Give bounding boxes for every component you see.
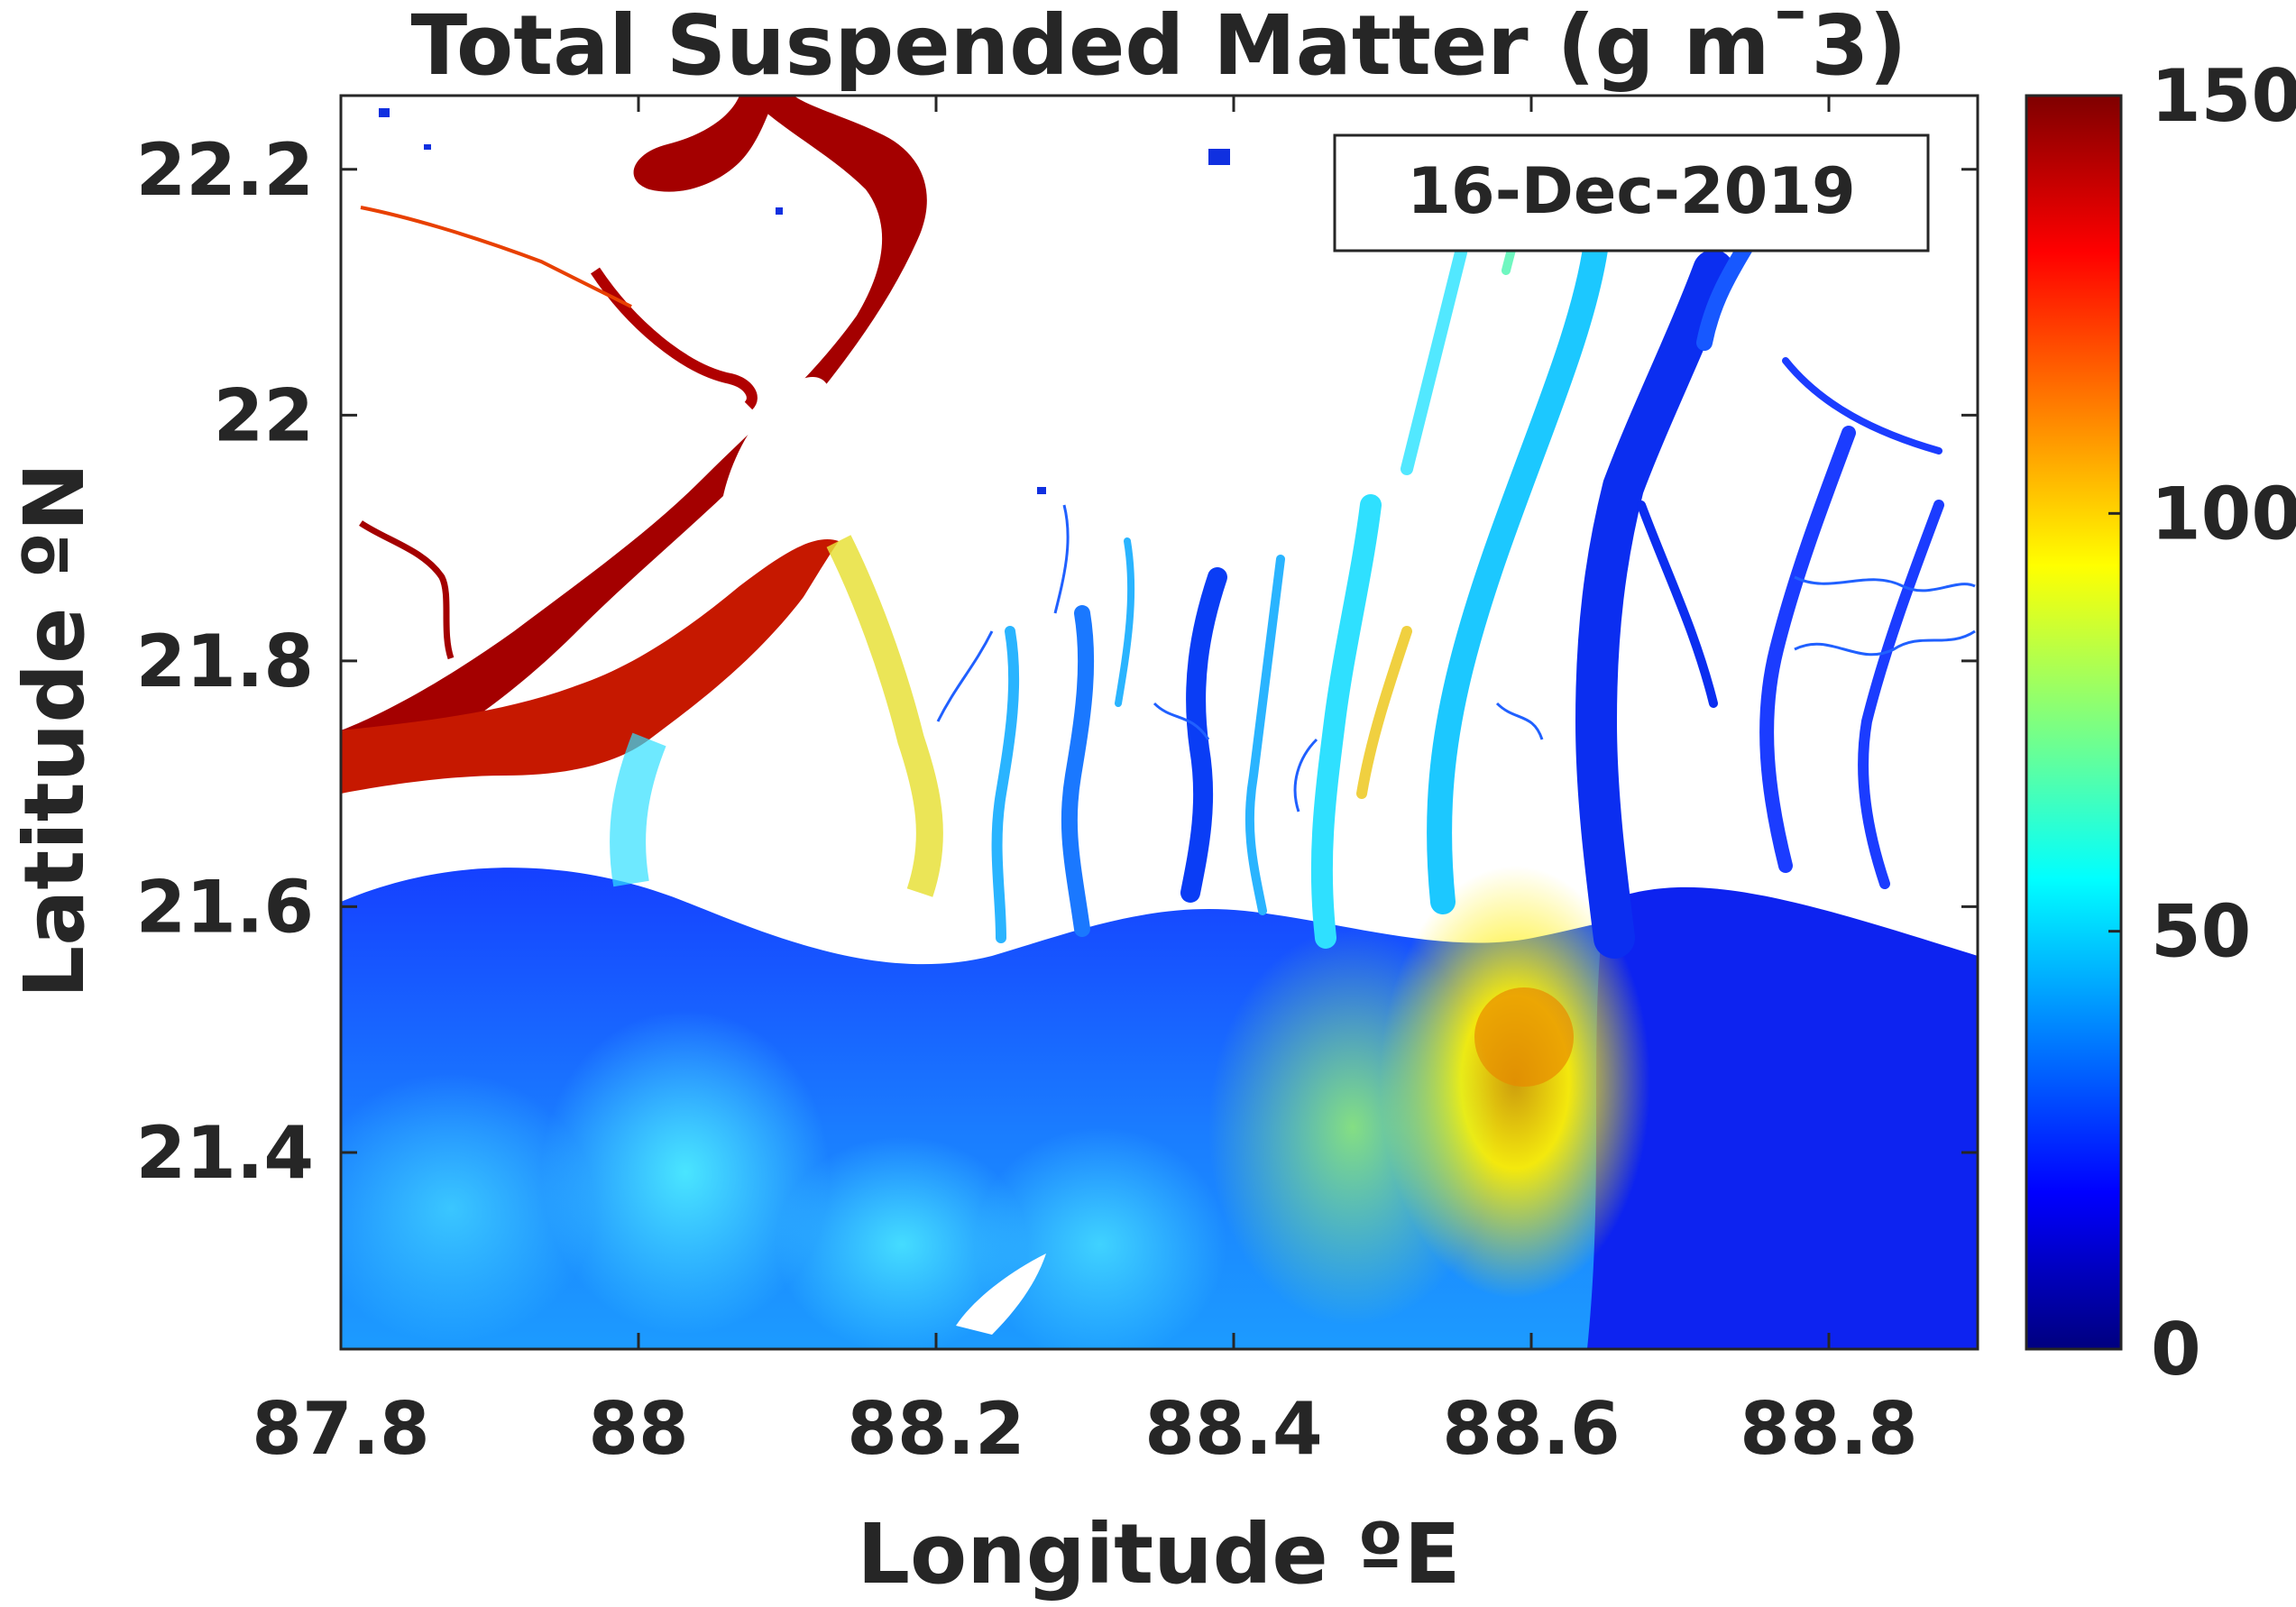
tributary-rupnarayan (359, 520, 455, 660)
colorbar-frame (2025, 94, 2123, 1351)
y-tick-label: 21.8 (136, 620, 314, 703)
plume-cyan-2 (776, 1136, 1028, 1349)
tributary-west-thin (360, 206, 632, 308)
x-tick-label: 88.2 (847, 1387, 1024, 1471)
x-tick-label: 88 (588, 1387, 688, 1471)
colorbar-ticks: 150 100 50 0 (2108, 54, 2296, 1391)
plume-cyan-3 (1208, 929, 1497, 1326)
plume-orange-core (1474, 987, 1574, 1087)
sea-east-deep (1587, 886, 1978, 1349)
triangle-west-plume (610, 732, 666, 887)
y-tick-label: 22.2 (136, 128, 314, 212)
plot-frame (339, 94, 1979, 1351)
y-tick-label: 21.6 (136, 865, 314, 949)
land-triangle (685, 541, 905, 877)
x-tick-label: 88.8 (1740, 1387, 1917, 1471)
x-tick-label: 88.4 (1144, 1387, 1322, 1471)
map-panel (341, 96, 1978, 1349)
y-tick-label: 21.4 (136, 1111, 314, 1195)
plume-cyan-1 (541, 1010, 830, 1335)
cloud-patch (956, 1253, 1046, 1335)
colorbar-tick-label: 150 (2151, 54, 2296, 138)
y-tick-label: 22 (214, 373, 314, 457)
triangle-east-plume (826, 535, 943, 897)
hooghly-estuary (341, 96, 927, 794)
date-label-box: 16-Dec-2019 (1333, 133, 1930, 253)
sagar-island (721, 377, 831, 505)
hooghly-lower-mouth (341, 539, 839, 794)
thin-creeks (936, 504, 1976, 813)
colorbar-tick-label: 0 (2151, 1308, 2201, 1391)
sundarbans-channels (991, 158, 1944, 959)
colorbar-tick-label: 50 (2151, 890, 2251, 974)
plume-cyan-5 (341, 1073, 595, 1344)
y-axis-label: Latitude ºN (6, 463, 103, 999)
y-ticks: 22.2 22 21.8 21.6 21.4 (136, 128, 1978, 1195)
colorbar-tick-label: 100 (2151, 472, 2296, 556)
small-water-bodies (379, 108, 1230, 494)
tributary-west (591, 267, 758, 410)
x-tick-label: 88.6 (1442, 1387, 1620, 1471)
x-tick-label: 87.8 (252, 1387, 429, 1471)
colorbar-gradient (2026, 96, 2121, 1349)
colorbar: 150 100 50 0 (2025, 54, 2296, 1391)
chart-title: Total Suspended Matter (g m¯3) (410, 0, 1906, 94)
x-axis-label: Longitude ºE (857, 1506, 1460, 1602)
x-ticks: 87.8 88 88.2 88.4 88.6 88.8 (252, 96, 1918, 1471)
hooghly-upper-channel (633, 96, 776, 192)
date-label: 16-Dec-2019 (1407, 154, 1855, 228)
plume-cyan-4 (974, 1127, 1226, 1349)
